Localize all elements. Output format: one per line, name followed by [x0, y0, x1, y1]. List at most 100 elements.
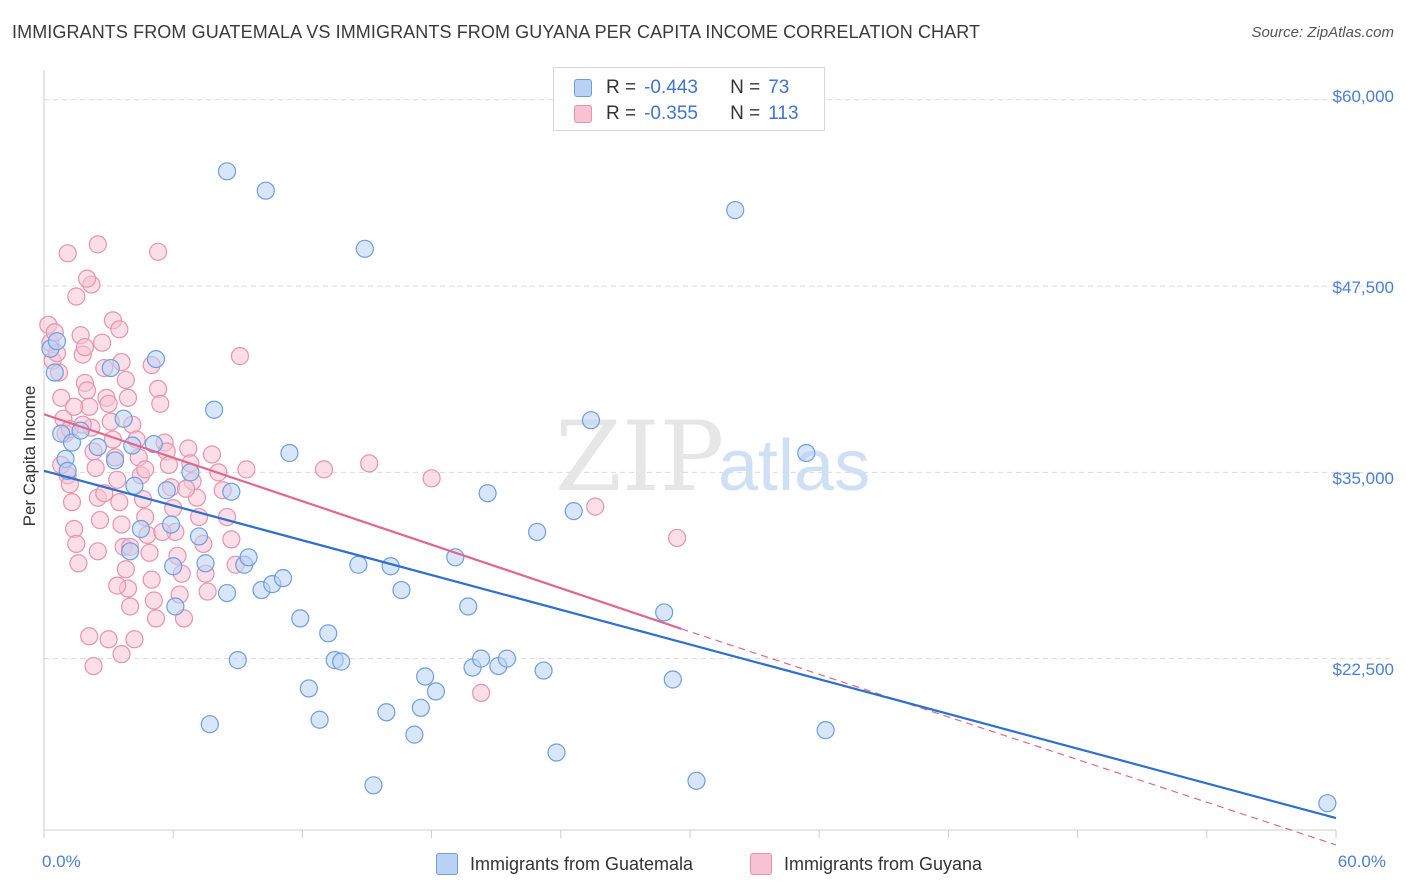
guatemala-point [157, 481, 176, 500]
guatemala-point [392, 580, 411, 600]
guyana-point [222, 530, 241, 549]
guatemala-point [217, 583, 237, 603]
legend-label-guatemala: Immigrants from Guatemala [470, 853, 694, 874]
guyana-point [80, 397, 99, 416]
guyana-point [314, 460, 334, 479]
guatemala-point [256, 181, 275, 200]
guatemala-point [364, 776, 383, 795]
r-label: R = [606, 77, 637, 98]
guyana-point [67, 534, 86, 553]
guyana-point [65, 397, 84, 416]
guatemala-point [472, 649, 491, 668]
guyana-point [93, 333, 112, 352]
guyana-point [110, 320, 129, 339]
guatemala-point [426, 682, 446, 701]
guatemala-point [71, 421, 90, 440]
guyana-point [86, 458, 105, 477]
guatemala-point [655, 603, 674, 622]
guyana-point [88, 235, 107, 254]
guyana-point [88, 542, 107, 561]
guyana-point [99, 630, 118, 649]
guatemala-point [534, 661, 553, 680]
guatemala-point [101, 358, 120, 378]
guyana-point [80, 627, 99, 646]
legend-swatch-guyana [750, 853, 772, 875]
guatemala-point [663, 670, 682, 689]
guyana-swatch [574, 105, 592, 123]
guatemala-point [131, 519, 150, 539]
guatemala-point [189, 527, 209, 546]
watermark-atlas: atlas [718, 426, 870, 506]
guyana-point [144, 591, 163, 610]
legend-swatch-guatemala [436, 853, 458, 875]
r-value: -0.443 [644, 77, 698, 98]
y-tick-label: $35,000 [1332, 469, 1394, 488]
x-tick-label-min: 0.0% [42, 852, 81, 871]
guyana-point [67, 287, 86, 306]
guyana-point [118, 388, 138, 407]
r-label: R = [606, 103, 637, 124]
guatemala-point [222, 482, 241, 501]
guyana-point [62, 493, 82, 512]
guyana-point [360, 454, 379, 473]
guatemala-point [205, 400, 224, 419]
guatemala-point [45, 363, 64, 382]
guatemala-point [146, 349, 166, 369]
legend-label-guyana: Immigrants from Guyana [784, 853, 983, 874]
guyana-point [179, 439, 198, 458]
guatemala-point [797, 443, 816, 463]
guatemala-trendline [43, 469, 1337, 820]
guyana-point [422, 469, 441, 488]
guatemala-point [726, 200, 745, 220]
guyana-point [110, 493, 129, 512]
x-tick-label-max: 60.0% [1337, 852, 1386, 871]
guyana-point [65, 519, 84, 539]
guatemala-point [280, 443, 299, 463]
guyana-point [149, 379, 168, 399]
guatemala-point [105, 451, 125, 470]
zipatlas-watermark: ZIP atlas [555, 401, 870, 513]
trendlines [43, 413, 1337, 846]
guatemala-point [497, 649, 517, 668]
source-note: Source: ZipAtlas.com [1251, 24, 1394, 41]
series-guatemala-points [41, 162, 1337, 813]
guatemala-point [355, 239, 374, 258]
y-tick-label: $60,000 [1332, 87, 1394, 106]
guatemala-point [47, 332, 67, 351]
guyana-point [667, 528, 687, 548]
correlation-stats-box: R = -0.443 N = 73 R = -0.355 N = 113 [553, 67, 825, 131]
guatemala-point [547, 743, 566, 762]
gridlines [44, 99, 1392, 660]
guyana-point [116, 560, 135, 579]
guyana-point [75, 338, 95, 357]
guyana-point [108, 470, 127, 489]
guyana-point [177, 479, 196, 498]
guatemala-point [196, 554, 215, 573]
guatemala-point [144, 434, 163, 454]
guyana-point [112, 515, 131, 534]
guatemala-point [125, 476, 144, 495]
guyana-point [202, 445, 222, 464]
guatemala-point [291, 609, 310, 628]
guyana-point [58, 244, 77, 263]
guyana-point [121, 597, 140, 616]
guatemala-point [687, 771, 706, 790]
guyana-point [237, 460, 256, 479]
guyana-point [77, 381, 97, 400]
guyana-point [77, 269, 97, 288]
n-value: 113 [768, 103, 799, 124]
guyana-point [116, 370, 135, 390]
guyana-point [217, 507, 237, 527]
legend-item-guatemala[interactable]: Immigrants from Guatemala [436, 852, 693, 876]
guatemala-swatch [574, 79, 592, 97]
guatemala-point [164, 557, 183, 576]
y-axis-label: Per Capita Income [20, 385, 39, 527]
watermark-zip: ZIP [555, 401, 724, 513]
guyana-point [136, 460, 155, 479]
legend-item-guyana[interactable]: Immigrants from Guyana [750, 852, 982, 876]
guatemala-point [88, 437, 107, 457]
guatemala-point [528, 522, 547, 542]
guyana-point [69, 554, 88, 573]
guyana-trendline-extension [681, 628, 1337, 846]
guatemala-point [349, 555, 368, 574]
